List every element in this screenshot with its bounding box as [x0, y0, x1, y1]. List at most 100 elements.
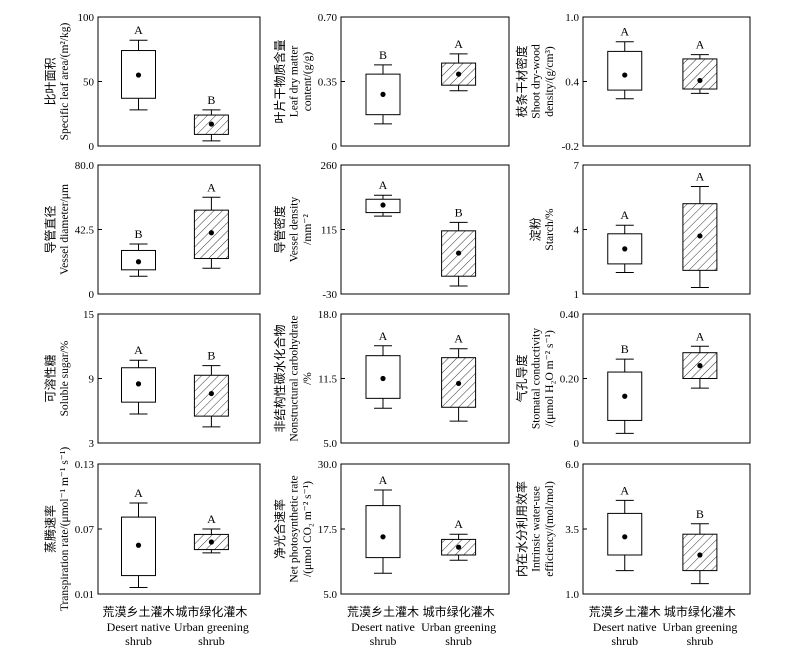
y-axis-label: 叶片干物质含量 Leaf dry matter content/(g/g) — [272, 39, 314, 123]
y-tick-label: 18.0 — [318, 309, 338, 321]
mean-marker — [697, 77, 703, 84]
y-axis-label-cn: 非结构性碳水化合物 — [272, 324, 287, 432]
significance-letter: B — [696, 507, 704, 521]
significance-letter: A — [207, 180, 216, 194]
y-tick-label: 0.70 — [318, 12, 338, 24]
mean-marker — [380, 91, 386, 97]
y-tick-label: 9 — [89, 374, 95, 386]
mean-marker — [622, 72, 628, 78]
y-axis-label-en: efficiency/(mol/mol) — [544, 481, 556, 577]
y-axis-label-en: Starch/% — [544, 208, 556, 251]
mean-marker — [208, 539, 214, 545]
y-tick-label: 0 — [89, 289, 95, 301]
y-tick-label: 0.20 — [560, 374, 580, 386]
mean-marker — [135, 259, 142, 265]
y-axis-label-en: /% — [302, 372, 314, 385]
y-axis-label: 气孔导度 Stomatal conductivity/(μmol H₂O m⁻² … — [514, 328, 556, 429]
significance-letter: B — [455, 205, 463, 219]
x-category-label-cn: 城市绿化灌木 — [175, 604, 247, 619]
y-tick-label: 100 — [78, 12, 95, 24]
y-axis-label-en: Shoot dry-wood — [531, 44, 543, 119]
x-category-label-cn: 荒漠乡土灌木 — [347, 605, 419, 619]
panel-11: 5.0 17.5 30.0 净光合速率 Net photosynthetic rate /… — [272, 459, 510, 601]
y-tick-label: 0.13 — [75, 459, 95, 471]
y-tick-label: 17.5 — [318, 524, 338, 536]
panel-6: 1 4 7 淀粉 Starch/% A A — [529, 160, 751, 301]
significance-letter: A — [379, 178, 388, 192]
mean-marker — [622, 393, 628, 399]
y-axis-label-en: /(μmol H₂O m⁻² s⁻¹) — [544, 330, 556, 427]
box-urban-greening: B — [682, 507, 718, 585]
y-axis-label: 比叶面积 Specific leaf area/(m²/kg) — [44, 22, 72, 140]
y-tick-label: 260 — [321, 160, 338, 172]
y-tick-label: 3.5 — [565, 524, 579, 536]
y-axis-label-en: Stomatal conductivity — [531, 328, 543, 429]
mean-marker — [380, 375, 386, 382]
y-tick-label: 15 — [83, 309, 95, 321]
y-tick-label: 3 — [89, 438, 95, 450]
significance-letter: A — [134, 23, 143, 37]
box-urban-greening: A — [193, 512, 229, 554]
y-axis-label-en: Specific leaf area/(m²/kg) — [59, 22, 71, 140]
significance-letter: B — [621, 342, 629, 356]
significance-letter: A — [620, 25, 629, 39]
box-iqr — [365, 355, 401, 399]
mean-marker — [622, 246, 628, 252]
box-iqr — [682, 58, 718, 90]
significance-letter: B — [379, 48, 387, 62]
y-tick-label: 1.0 — [565, 12, 579, 24]
box-urban-greening: A — [193, 180, 229, 269]
x-category-label-cn: 荒漠乡土灌木 — [102, 605, 174, 619]
panel-5: -30 115 260 导管密度 Vessel density/mm⁻² A B — [272, 160, 510, 301]
significance-letter: A — [379, 473, 388, 487]
y-axis-label: 可溶性糖 Soluble sugar/% — [43, 340, 72, 416]
y-tick-label: 80.0 — [75, 160, 95, 172]
significance-letter: A — [134, 486, 143, 500]
y-axis-label-en: content/(g/g) — [302, 52, 314, 112]
mean-marker — [380, 202, 386, 208]
y-axis-label-en: Intrinsic water-use — [531, 486, 543, 572]
y-tick-label: 5.0 — [323, 438, 337, 450]
panel-1: 0 50 100 比叶面积 Specific leaf area/(m²/kg) A B — [44, 12, 261, 153]
panel-2: 0 0.35 0.70 叶片干物质含量 Leaf dry matter content/(… — [272, 12, 510, 153]
significance-letter: A — [454, 332, 463, 346]
significance-letter: A — [454, 37, 463, 51]
mean-marker — [456, 380, 462, 387]
box-iqr — [121, 367, 156, 403]
x-category-label-cn: 荒漠乡土灌木 — [589, 605, 661, 619]
y-axis-label: 内在水分利用效率 Intrinsic water-use efficiency/(m… — [514, 481, 556, 577]
y-axis-label-cn: 比叶面积 — [44, 57, 58, 105]
x-category-label-cn: 城市绿化灌木 — [664, 604, 736, 619]
y-axis-label-cn: 气孔导度 — [514, 354, 529, 402]
box-urban-greening: B — [193, 349, 229, 428]
significance-letter: B — [134, 227, 142, 241]
y-axis-label: 枝条干材密度 Shoot dry-wood density/(g/cm³) — [514, 44, 556, 119]
x-category-label-en: Desert native — [593, 620, 657, 634]
y-tick-label: 30.0 — [318, 459, 338, 471]
y-tick-label: 0 — [574, 438, 580, 450]
y-axis-label: 蒸腾速率 Transpiration rate/(μmol⁻¹ m⁻¹ s⁻¹) — [43, 447, 72, 611]
box-desert-native: B — [365, 48, 401, 125]
box-urban-greening: B — [193, 93, 229, 142]
y-axis-label-cn: 蒸腾速率 — [43, 505, 58, 553]
y-tick-label: -30 — [322, 289, 337, 301]
y-tick-label: 0.4 — [565, 77, 579, 89]
mean-marker — [697, 363, 703, 369]
y-axis-label-cn: 枝条干材密度 — [514, 45, 529, 117]
box-desert-native: A — [121, 23, 156, 111]
significance-letter: A — [134, 343, 143, 357]
mean-marker — [697, 233, 703, 239]
mean-marker — [208, 230, 214, 236]
mean-marker — [135, 542, 142, 548]
x-category-label-en: shrub — [611, 634, 638, 648]
x-category-label-en: shrub — [198, 634, 225, 648]
significance-letter: A — [379, 329, 388, 343]
mean-marker — [456, 71, 462, 77]
significance-letter: A — [620, 208, 629, 222]
significance-letter: B — [207, 349, 215, 363]
box-urban-greening: A — [441, 517, 477, 561]
box-desert-native: A — [607, 208, 643, 273]
